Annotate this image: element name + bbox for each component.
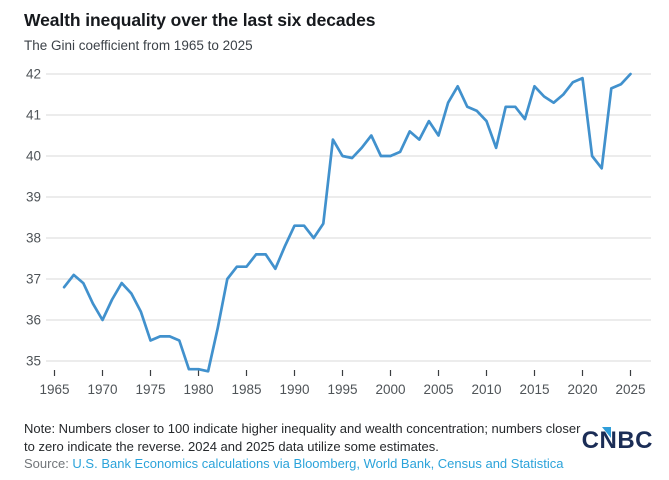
source-link[interactable]: U.S. Bank Economics calculations via Blo…	[72, 456, 564, 471]
x-axis-label-1970: 1970	[87, 382, 117, 397]
chart-note: Note: Numbers closer to 100 indicate hig…	[24, 420, 599, 455]
gini-series-line	[62, 72, 632, 373]
cnbc-logo: C NBC	[582, 426, 653, 456]
gini-line-chart: 35 36 37 38 39 40 41 42 1965 1970 1975 1980 1985 1990…	[26, 67, 651, 397]
y-axis-label-35: 35	[26, 354, 41, 369]
x-axis-label-1980: 1980	[183, 382, 213, 397]
x-axis-label-2000: 2000	[375, 382, 405, 397]
y-axis-label-38: 38	[26, 231, 41, 246]
x-axis-label-2010: 2010	[471, 382, 501, 397]
x-axis-label-2015: 2015	[519, 382, 549, 397]
y-axis-label-42: 42	[26, 67, 41, 82]
logo-letter-c: C	[581, 427, 600, 454]
x-axis-label-2005: 2005	[423, 382, 453, 397]
chart-source: Source: U.S. Bank Economics calculations…	[24, 456, 599, 471]
y-axis-label-39: 39	[26, 190, 41, 205]
page-title: Wealth inequality over the last six deca…	[24, 10, 376, 30]
x-axis-label-2025: 2025	[615, 382, 645, 397]
x-axis-label-1990: 1990	[279, 382, 309, 397]
x-axis-label-2020: 2020	[567, 382, 597, 397]
chart-header: Wealth inequality over the last six deca…	[24, 10, 644, 53]
note-line-2: to zero indicate the reverse. 2024 and 2…	[24, 438, 439, 454]
logo-letters-bc: BC	[617, 427, 653, 454]
source-prefix: Source:	[24, 456, 73, 471]
logo-letter-n: N	[599, 427, 618, 454]
x-axis-label-1985: 1985	[231, 382, 261, 397]
y-axis-label-36: 36	[26, 313, 41, 328]
y-axis-label-41: 41	[26, 108, 41, 123]
chart-subtitle: The Gini coefficient from 1965 to 2025	[24, 38, 253, 53]
x-axis-label-1965: 1965	[39, 382, 69, 397]
x-axis-label-1995: 1995	[327, 382, 357, 397]
x-axis-label-1975: 1975	[135, 382, 165, 397]
note-line-1: Note: Numbers closer to 100 indicate hig…	[24, 421, 581, 436]
y-axis-label-37: 37	[26, 272, 41, 287]
cnbc-peacock-triangle-icon	[602, 427, 612, 438]
y-axis-label-40: 40	[26, 149, 41, 164]
